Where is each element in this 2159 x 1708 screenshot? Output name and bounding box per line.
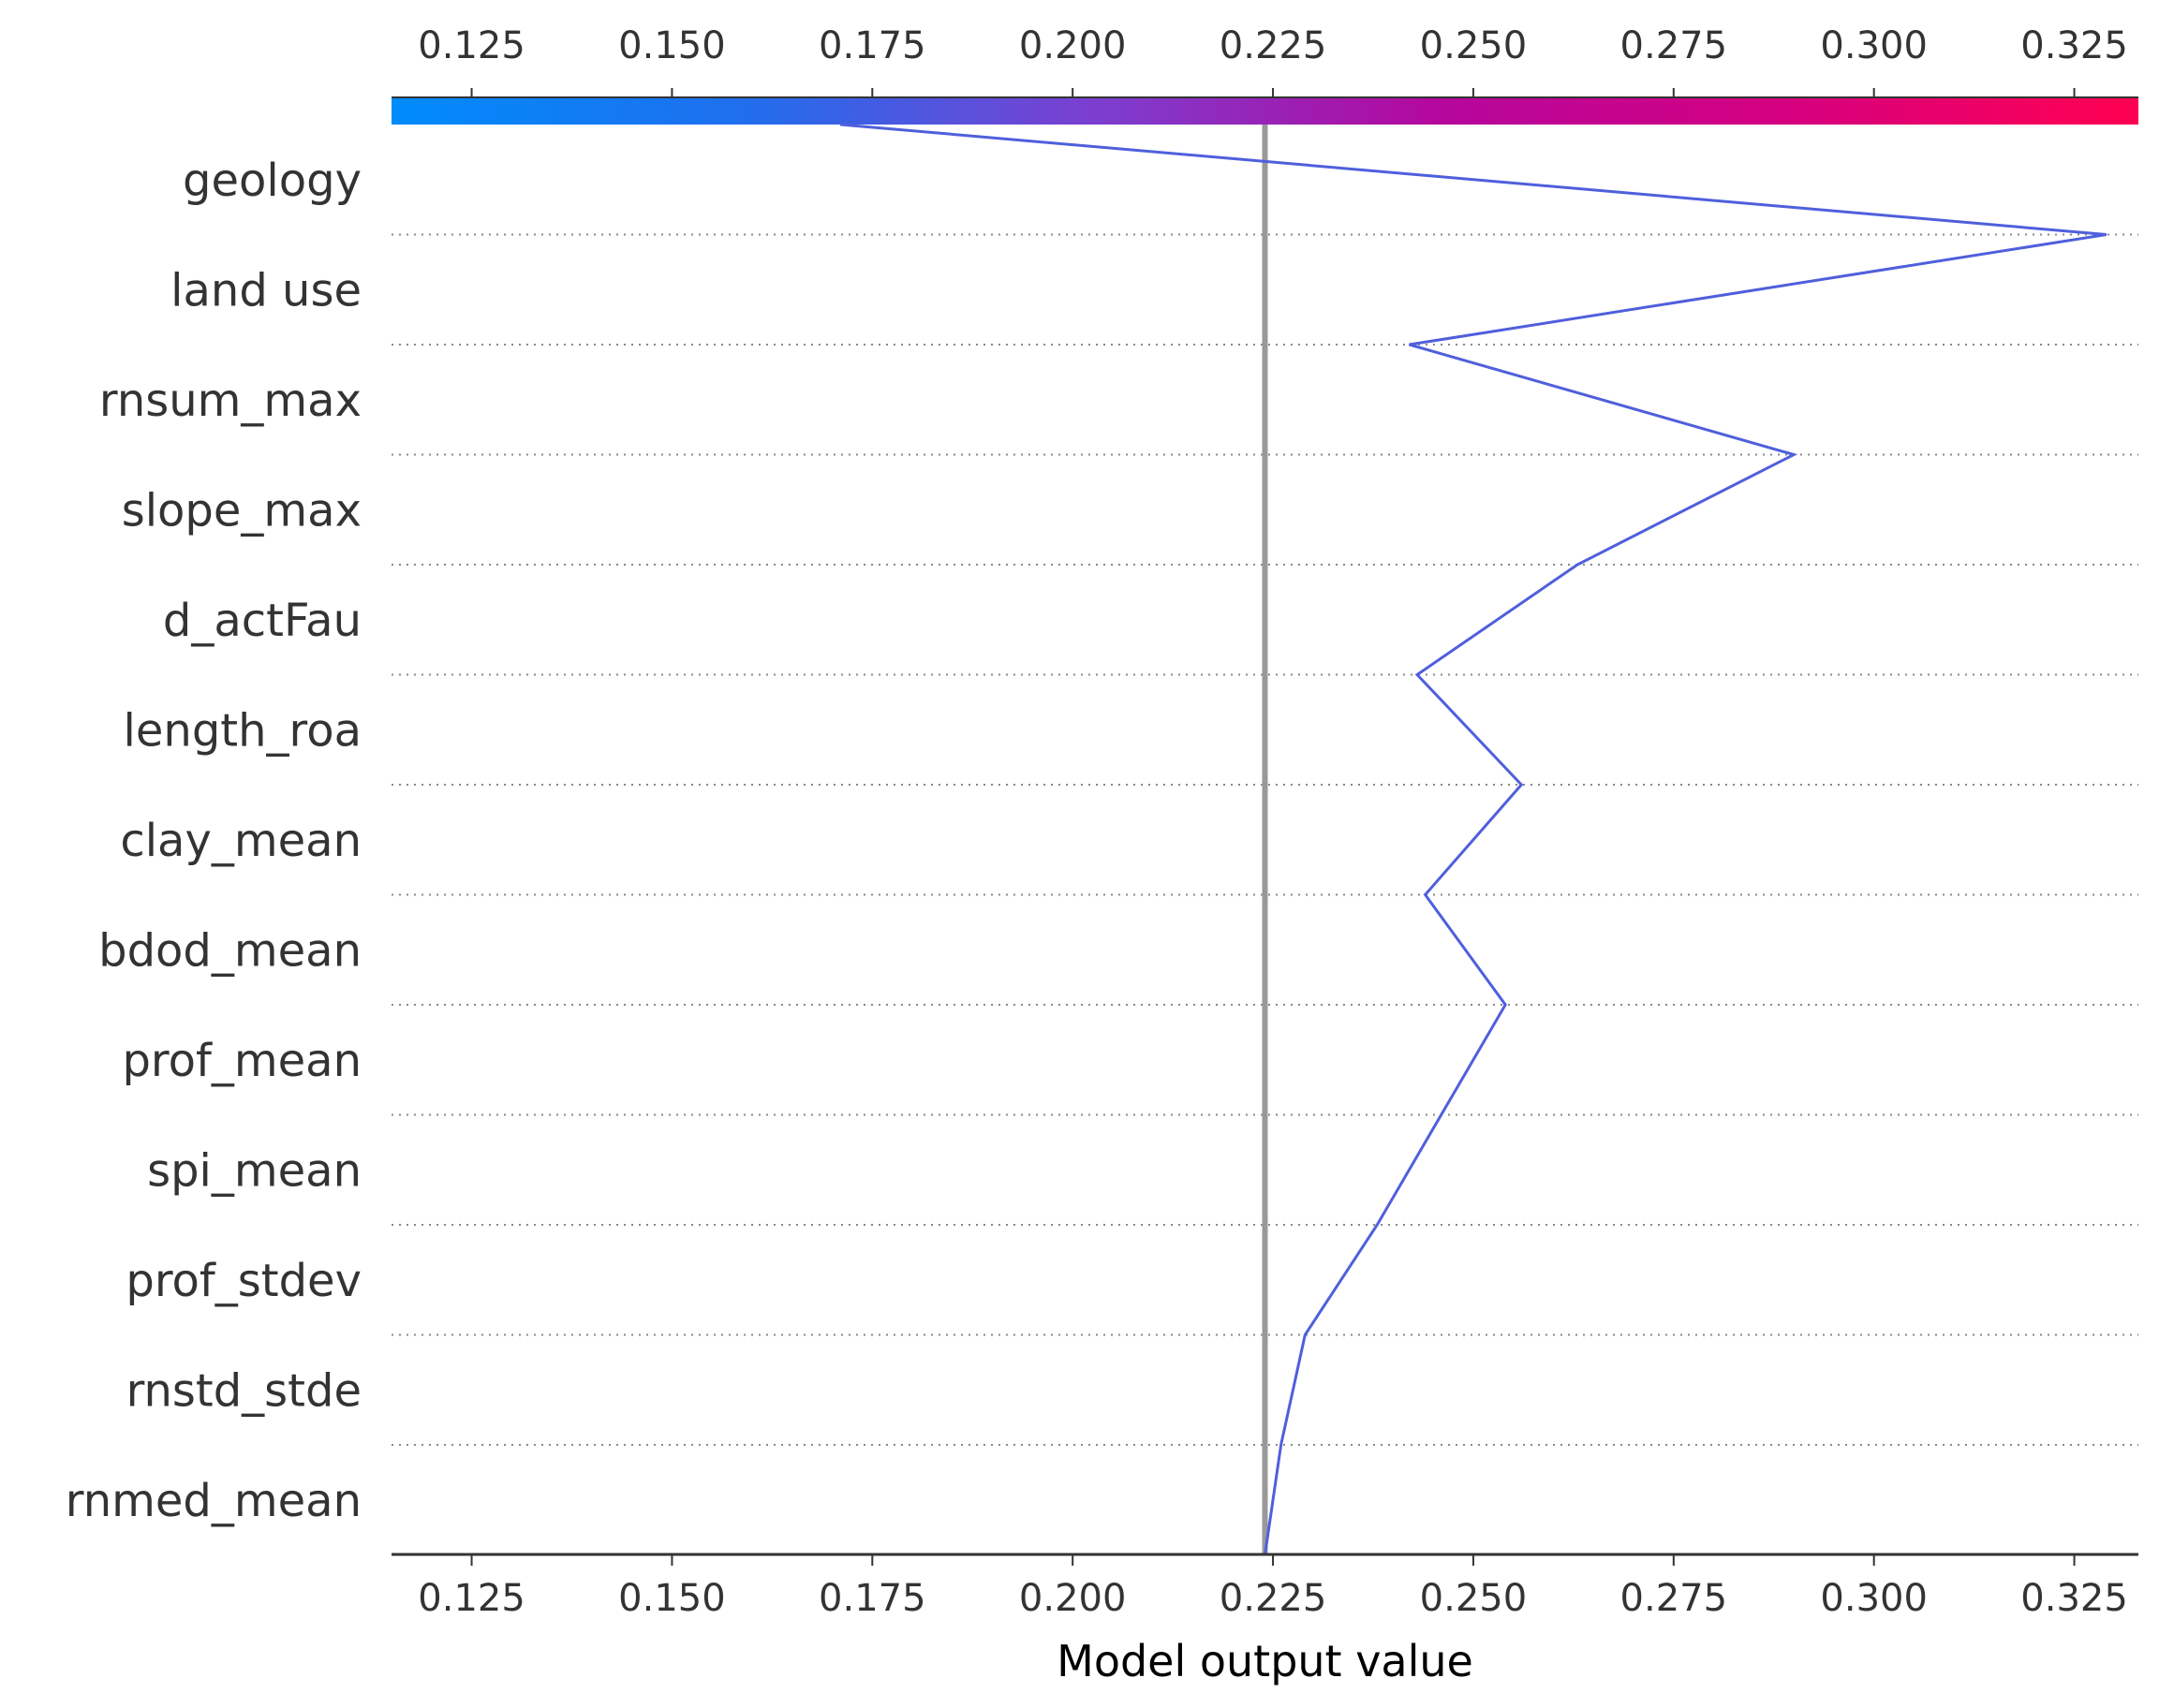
feature-label: geology (183, 155, 362, 207)
bottom-tick-label: 0.300 (1820, 1577, 1928, 1620)
bottom-ticks: 0.125 0.150 0.175 0.200 0.225 0.250 0.275 0.300… (418, 1554, 2128, 1620)
top-tick-label: 0.200 (1019, 24, 1127, 67)
colorbar (392, 97, 2138, 125)
bottom-tick-label: 0.125 (418, 1577, 525, 1620)
top-tick-label: 0.150 (618, 24, 726, 67)
top-tick-label: 0.325 (2020, 24, 2128, 67)
feature-label: land use (170, 264, 362, 317)
decision-path (839, 123, 2107, 1555)
top-tick-label: 0.275 (1620, 24, 1728, 67)
feature-label: length_roa (124, 704, 362, 757)
top-tick-label: 0.250 (1420, 24, 1528, 67)
feature-label: prof_mean (122, 1035, 362, 1087)
feature-label: spi_mean (147, 1144, 362, 1197)
bottom-tick-label: 0.175 (819, 1577, 926, 1620)
feature-label: rnstd_stde (126, 1364, 362, 1417)
top-tick-label: 0.300 (1820, 24, 1928, 67)
bottom-tick-label: 0.225 (1220, 1577, 1327, 1620)
feature-label: clay_mean (120, 815, 362, 867)
top-tick-label: 0.225 (1220, 24, 1327, 67)
bottom-tick-label: 0.325 (2020, 1577, 2128, 1620)
feature-label: rnsum_max (99, 375, 362, 427)
bottom-tick-label: 0.275 (1620, 1577, 1728, 1620)
feature-label: slope_max (122, 484, 362, 537)
x-axis-title: Model output value (1057, 1636, 1473, 1686)
top-tick-label: 0.125 (418, 24, 525, 67)
feature-label: d_actFau (163, 595, 362, 647)
feature-label: prof_stdev (126, 1255, 362, 1307)
bottom-tick-label: 0.150 (618, 1577, 726, 1620)
top-ticks: 0.125 0.150 0.175 0.200 0.225 0.250 0.275 0.300… (418, 24, 2128, 97)
bottom-tick-label: 0.250 (1420, 1577, 1528, 1620)
feature-label: rnmed_mean (66, 1475, 362, 1527)
top-tick-label: 0.175 (819, 24, 926, 67)
feature-label: bdod_mean (98, 924, 362, 977)
bottom-tick-label: 0.200 (1019, 1577, 1127, 1620)
feature-labels: geology land use rnsum_max slope_max d_actFa… (66, 155, 362, 1527)
